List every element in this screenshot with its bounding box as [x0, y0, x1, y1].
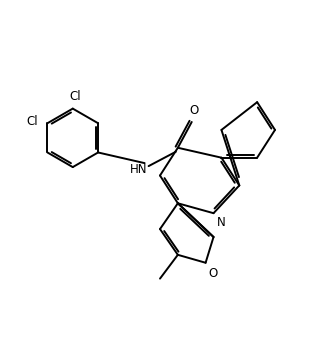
- Text: O: O: [189, 104, 198, 117]
- Text: HN: HN: [130, 163, 148, 176]
- Text: Cl: Cl: [69, 90, 81, 103]
- Text: O: O: [209, 267, 218, 280]
- Text: Cl: Cl: [26, 115, 37, 128]
- Text: N: N: [217, 216, 225, 229]
